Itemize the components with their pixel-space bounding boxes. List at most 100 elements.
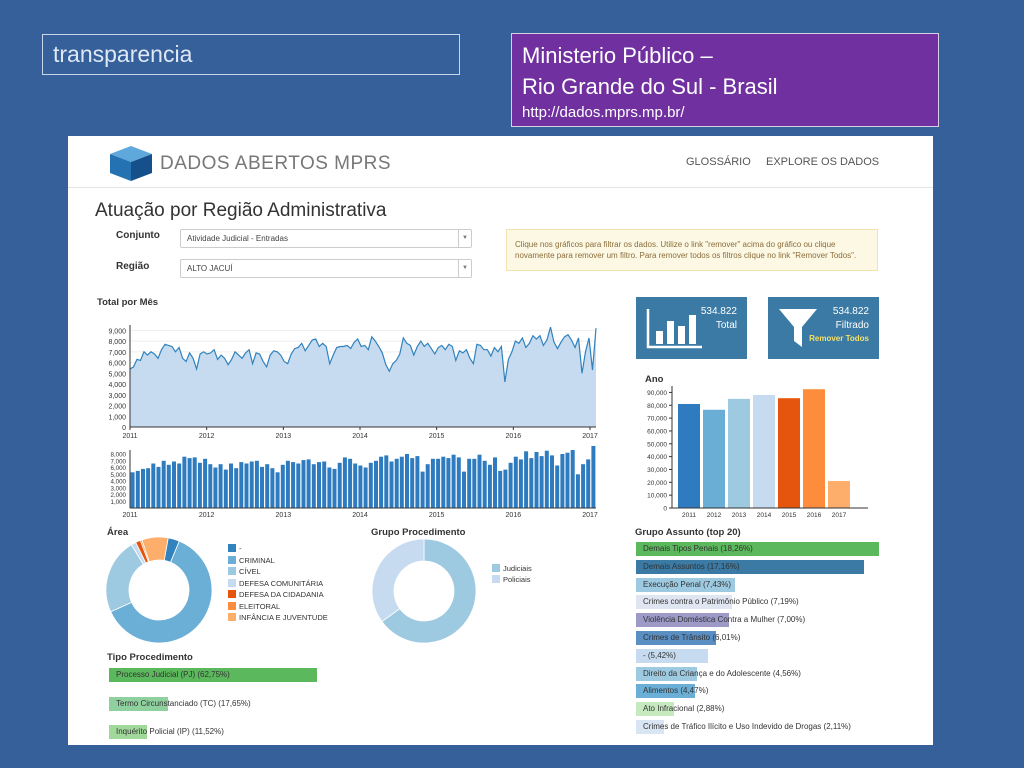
bar[interactable] [503, 469, 508, 508]
bar[interactable] [337, 462, 342, 508]
bar[interactable] [234, 468, 239, 508]
bar[interactable] [166, 464, 171, 508]
year-bar[interactable] [728, 398, 750, 508]
remove-all-link[interactable]: Remover Todos [809, 334, 869, 343]
hbar[interactable] [636, 542, 879, 556]
bar[interactable] [591, 446, 596, 508]
bar[interactable] [187, 458, 192, 508]
bar[interactable] [451, 454, 456, 508]
bar[interactable] [363, 467, 368, 509]
year-bar[interactable] [778, 398, 800, 508]
total-mes-area-chart[interactable]: 0 1,000 2,000 3,000 4,000 5,000 6,000 7,000 8,00… [88, 319, 608, 439]
hbar[interactable] [636, 666, 697, 681]
bar[interactable] [223, 469, 228, 508]
bar[interactable] [384, 455, 389, 508]
bar[interactable] [130, 472, 135, 508]
bar[interactable] [405, 454, 409, 508]
bar[interactable] [415, 456, 420, 508]
hbar[interactable] [109, 696, 168, 711]
pie-slice[interactable] [141, 537, 169, 563]
bar[interactable] [518, 459, 523, 508]
bar[interactable] [348, 458, 353, 508]
bar[interactable] [239, 462, 244, 508]
bar[interactable] [249, 461, 254, 509]
bar[interactable] [161, 460, 166, 508]
hbar[interactable] [636, 648, 709, 663]
year-bar[interactable] [703, 409, 725, 508]
bar[interactable] [508, 462, 513, 508]
bar[interactable] [229, 463, 233, 509]
bar[interactable] [311, 464, 316, 508]
hbar[interactable] [636, 684, 696, 699]
bar[interactable] [141, 468, 145, 508]
bar[interactable] [317, 462, 321, 508]
grupo-procedimento-donut-chart[interactable] [372, 539, 478, 645]
bar[interactable] [565, 452, 570, 508]
bar[interactable] [275, 472, 280, 508]
legend-item[interactable]: - [228, 544, 242, 554]
hbar[interactable] [636, 631, 716, 645]
bar[interactable] [555, 465, 560, 509]
bar[interactable] [322, 461, 327, 509]
bar[interactable] [244, 463, 249, 509]
pie-slice[interactable] [372, 539, 425, 623]
pie-slice[interactable] [110, 540, 213, 644]
bar[interactable] [296, 463, 301, 509]
bar[interactable] [192, 457, 197, 508]
bar[interactable] [575, 474, 580, 508]
bar[interactable] [586, 459, 591, 508]
bar[interactable] [146, 468, 151, 508]
bar[interactable] [467, 458, 472, 508]
bar[interactable] [203, 458, 208, 508]
bar[interactable] [539, 456, 544, 508]
legend-item[interactable]: CRIMINAL [228, 555, 275, 566]
bar[interactable] [456, 457, 461, 508]
bar[interactable] [368, 462, 373, 508]
hbar[interactable] [636, 613, 730, 628]
conjunto-select[interactable]: Atividade Judicial - Entradas ▼ [180, 229, 472, 248]
legend-item[interactable]: ELEITORAL [228, 601, 280, 612]
bar[interactable] [270, 468, 275, 508]
bar[interactable] [291, 462, 296, 508]
bar[interactable] [524, 451, 529, 508]
bar[interactable] [560, 454, 565, 508]
bar[interactable] [135, 470, 140, 508]
org-url[interactable]: http://dados.mprs.mp.br/ [522, 104, 685, 121]
hbar[interactable] [636, 577, 735, 592]
year-bar[interactable] [678, 403, 700, 508]
bar[interactable] [436, 458, 441, 508]
bar[interactable] [534, 452, 539, 508]
bar[interactable] [197, 462, 202, 508]
legend-item[interactable]: DEFESA COMUNITÁRIA [228, 578, 323, 589]
legend-item[interactable]: Policiais [492, 575, 531, 585]
bar[interactable] [156, 466, 161, 508]
bar[interactable] [420, 471, 425, 508]
bar[interactable] [389, 461, 394, 509]
bar[interactable] [430, 458, 435, 508]
nav-glossario[interactable]: GLOSSÁRIO [686, 156, 751, 168]
bar[interactable] [358, 465, 363, 509]
bar[interactable] [172, 461, 176, 509]
bar[interactable] [285, 460, 290, 508]
bar[interactable] [441, 456, 446, 508]
bar[interactable] [394, 458, 399, 508]
year-bar[interactable] [753, 394, 775, 508]
legend-item[interactable]: INFÂNCIA E JUVENTUDE [228, 613, 328, 623]
bar[interactable] [213, 467, 218, 509]
total-mes-brush-chart[interactable]: 1,0002,0003,0004,0005,0006,0007,0008,000… [88, 446, 608, 521]
year-bar[interactable] [828, 481, 850, 508]
hbar[interactable] [636, 702, 675, 717]
bar[interactable] [472, 458, 477, 508]
bar[interactable] [327, 467, 332, 509]
bar[interactable] [482, 460, 487, 508]
bar[interactable] [410, 458, 415, 508]
legend-item[interactable]: DEFESA DA CIDADANIA [228, 590, 324, 600]
bar[interactable] [544, 450, 549, 508]
bar[interactable] [342, 457, 347, 508]
logo-text[interactable]: DADOS ABERTOS MPRS [160, 153, 392, 174]
bar[interactable] [254, 460, 259, 508]
bar[interactable] [280, 464, 285, 508]
bar[interactable] [462, 471, 466, 508]
nav-explore[interactable]: EXPLORE OS DADOS [766, 156, 880, 168]
area-donut-chart[interactable] [106, 537, 216, 647]
